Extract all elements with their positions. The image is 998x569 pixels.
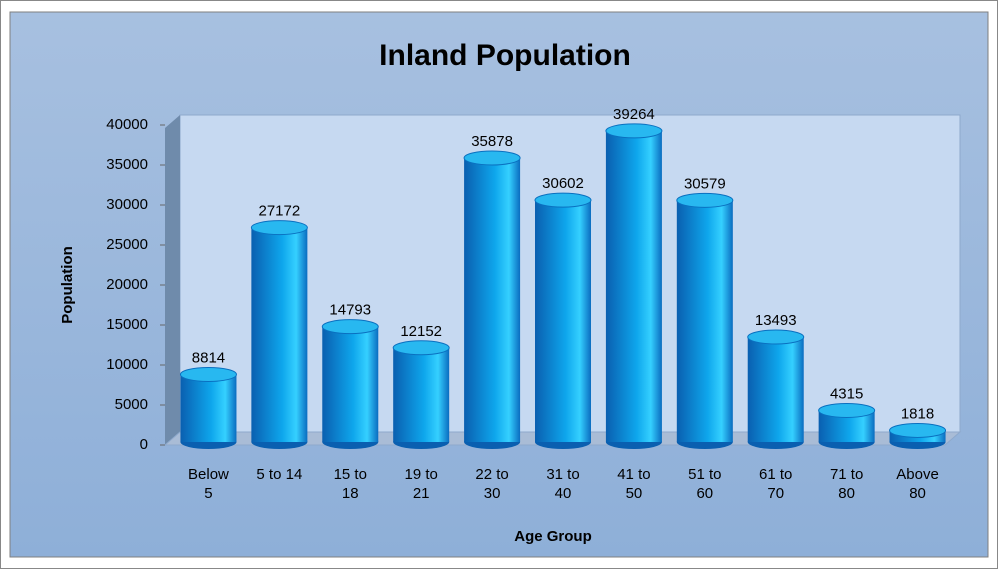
bar-cap [818,402,876,418]
x-axis-label: Age Group [514,528,592,545]
bar-cap [676,192,734,208]
x-tick-label-box: 5 to 14 [256,466,303,483]
value-label: 12152 [400,323,442,340]
bar [180,374,237,442]
value-label: 13493 [755,312,797,329]
y-tick-label: 10000 [106,356,148,373]
x-tick-label-box: 31 to 40 [546,466,580,502]
bar-cap [605,123,663,139]
x-tick-label: 51 to 60 [688,466,722,502]
x-tick-label-box: 19 to 21 [404,466,438,502]
bar-cap [250,220,308,236]
bar [605,130,662,442]
value-label: 39264 [613,106,655,123]
bar-cap [392,340,450,356]
y-tick-label: 5000 [115,396,148,413]
bar [676,200,733,442]
value-label: 27172 [259,203,301,220]
value-label: 30602 [542,175,584,192]
x-tick-label-box: 15 to 18 [333,466,367,502]
bar-cap [321,319,379,335]
x-tick-label-box: 61 to 70 [759,466,793,502]
x-tick-label: 22 to 30 [475,466,509,502]
value-label: 14793 [329,302,371,319]
x-tick-label: 41 to 50 [617,466,651,502]
y-axis-label: Population [59,246,76,324]
x-tick-label-box: 71 to 80 [829,466,864,502]
x-tick-label: 15 to 18 [333,466,367,502]
bar-cap [534,192,592,208]
y-tick-label: 35000 [106,156,148,173]
y-tick-label: 20000 [106,276,148,293]
bar [747,337,804,442]
x-tick-label-box: Above 80 [896,466,939,502]
value-label: 4315 [830,385,863,402]
x-tick-label: Below 5 [188,466,229,502]
bar [393,347,450,442]
x-tick-label: 19 to 21 [404,466,438,502]
x-tick-label: 71 to 80 [829,466,864,502]
y-tick-label: 15000 [106,316,148,333]
bar-cap [889,422,947,438]
bar-cap [179,366,237,382]
side-wall [165,115,180,445]
x-tick-label-box: 22 to 30 [475,466,509,502]
bar [464,157,521,442]
x-tick-label: Above 80 [896,466,939,502]
x-tick-label: 61 to 70 [759,466,793,502]
value-label: 8814 [192,349,225,366]
value-label: 30579 [684,175,726,192]
bar [322,326,379,442]
x-tick-label: 31 to 40 [546,466,580,502]
y-tick-label: 25000 [106,236,148,253]
x-tick-label: 5 to 14 [256,466,303,483]
bar-cap [463,150,521,166]
y-tick-label: 40000 [106,116,148,133]
bar-cap [747,329,805,345]
x-tick-label-box: Below 5 [188,466,229,502]
x-tick-label-box: 41 to 50 [617,466,651,502]
y-tick-label: 0 [140,436,148,453]
chart-title: Inland Population [379,39,631,72]
y-tick-label: 30000 [106,196,148,213]
value-label: 35878 [471,133,513,150]
bar [251,227,308,442]
bar [535,200,591,442]
value-label: 1818 [901,405,934,422]
x-tick-label-box: 51 to 60 [688,466,722,502]
